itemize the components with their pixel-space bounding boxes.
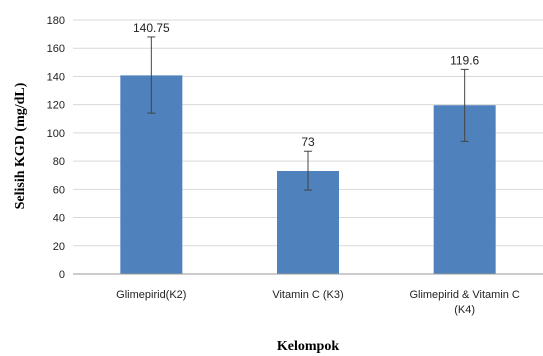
x-tick-label-2: Vitamin C (K3) <box>272 289 343 301</box>
y-tick-label-180: 180 <box>47 15 65 27</box>
data-label-1: 140.75 <box>133 21 170 35</box>
x-axis-title: Kelompok <box>277 339 339 354</box>
y-tick-labels: 0 20 40 60 80 100 120 140 160 180 <box>47 15 65 281</box>
y-tick-label-80: 80 <box>53 156 65 168</box>
x-tick-label-3: Glimepirid & Vitamin C (K4) <box>409 289 519 316</box>
data-label-2: 73 <box>301 135 315 149</box>
x-tick-labels: Glimepirid(K2) Vitamin C (K3) Glimepirid &… <box>116 289 520 316</box>
data-labels: 140.75 73 119.6 <box>133 21 480 149</box>
y-tick-label-60: 60 <box>53 184 65 196</box>
y-tick-label-140: 140 <box>47 71 65 83</box>
y-axis-title: Selisih KGD (mg/dL) <box>13 82 28 209</box>
data-label-3: 119.6 <box>450 53 479 67</box>
y-tick-label-0: 0 <box>59 269 65 281</box>
y-tick-label-120: 120 <box>47 100 65 112</box>
y-tick-label-40: 40 <box>53 213 65 225</box>
y-tick-label-20: 20 <box>53 241 65 253</box>
y-tick-label-160: 160 <box>47 43 65 55</box>
x-tick-label-1: Glimepirid(K2) <box>116 289 186 301</box>
error-bars <box>147 36 469 191</box>
y-tick-label-100: 100 <box>47 128 65 140</box>
